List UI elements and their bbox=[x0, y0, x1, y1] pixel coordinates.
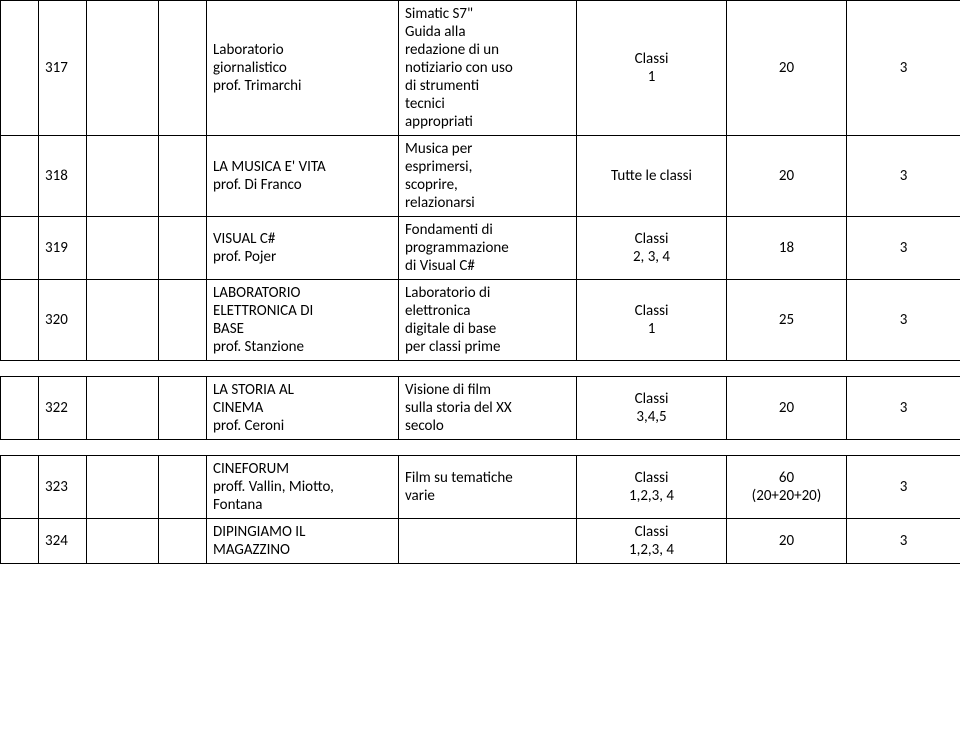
blank-cell bbox=[1, 280, 39, 361]
blank-cell bbox=[159, 136, 207, 217]
row-number-2: 3 bbox=[847, 136, 960, 217]
row-classes: Classi1,2,3, 4 bbox=[577, 519, 727, 564]
row-classes: Classi1 bbox=[577, 1, 727, 136]
blank-cell bbox=[1, 1, 39, 136]
row-classes: Classi1,2,3, 4 bbox=[577, 456, 727, 519]
row-description: Simatic S7"Guida allaredazione di unnoti… bbox=[399, 1, 577, 136]
row-id: 320 bbox=[39, 280, 87, 361]
blank-cell bbox=[87, 217, 159, 280]
row-description: Laboratorio dielettronicadigitale di bas… bbox=[399, 280, 577, 361]
blank-cell bbox=[1, 377, 39, 440]
row-title: CINEFORUMproff. Vallin, Miotto,Fontana bbox=[207, 456, 399, 519]
row-number-2: 3 bbox=[847, 377, 960, 440]
blank-cell bbox=[159, 456, 207, 519]
row-title: VISUAL C#prof. Pojer bbox=[207, 217, 399, 280]
row-title: LA MUSICA E' VITAprof. Di Franco bbox=[207, 136, 399, 217]
course-table: 317 Laboratoriogiornalisticoprof. Trimarc… bbox=[0, 0, 960, 564]
blank-cell bbox=[159, 377, 207, 440]
table-row: 317 Laboratoriogiornalisticoprof. Trimarc… bbox=[1, 1, 960, 136]
row-number-1: 20 bbox=[727, 377, 847, 440]
row-id: 324 bbox=[39, 519, 87, 564]
row-description: Fondamenti diprogrammazionedi Visual C# bbox=[399, 217, 577, 280]
row-number-1: 18 bbox=[727, 217, 847, 280]
row-title: DIPINGIAMO ILMAGAZZINO bbox=[207, 519, 399, 564]
row-number-2: 3 bbox=[847, 217, 960, 280]
row-number-2: 3 bbox=[847, 280, 960, 361]
row-classes: Classi2, 3, 4 bbox=[577, 217, 727, 280]
row-title: Laboratoriogiornalisticoprof. Trimarchi bbox=[207, 1, 399, 136]
row-number-2: 3 bbox=[847, 519, 960, 564]
blank-cell bbox=[87, 280, 159, 361]
table-row: 324 DIPINGIAMO ILMAGAZZINO Classi1,2,3, 42… bbox=[1, 519, 960, 564]
row-number-2: 3 bbox=[847, 1, 960, 136]
row-classes: Classi3,4,5 bbox=[577, 377, 727, 440]
row-number-2: 3 bbox=[847, 456, 960, 519]
blank-cell bbox=[1, 136, 39, 217]
row-title: LABORATORIOELETTRONICA DIBASEprof. Stanz… bbox=[207, 280, 399, 361]
table-row: 323 CINEFORUMproff. Vallin, Miotto,Fontan… bbox=[1, 456, 960, 519]
blank-cell bbox=[87, 136, 159, 217]
row-description: Film su tematichevarie bbox=[399, 456, 577, 519]
blank-cell bbox=[159, 1, 207, 136]
blank-cell bbox=[1, 456, 39, 519]
table-row: 318 LA MUSICA E' VITAprof. Di FrancoMusic… bbox=[1, 136, 960, 217]
row-number-1: 20 bbox=[727, 136, 847, 217]
row-id: 323 bbox=[39, 456, 87, 519]
table-row: 320 LABORATORIOELETTRONICA DIBASEprof. St… bbox=[1, 280, 960, 361]
blank-cell bbox=[159, 519, 207, 564]
blank-cell bbox=[159, 280, 207, 361]
row-description: Visione di filmsulla storia del XXsecolo bbox=[399, 377, 577, 440]
table-row: 322 LA STORIA ALCINEMAprof. CeroniVisione… bbox=[1, 377, 960, 440]
row-number-1: 20 bbox=[727, 1, 847, 136]
blank-cell bbox=[1, 519, 39, 564]
blank-cell bbox=[87, 377, 159, 440]
row-classes: Classi1 bbox=[577, 280, 727, 361]
row-id: 322 bbox=[39, 377, 87, 440]
spacer-cell bbox=[1, 440, 960, 456]
row-id: 318 bbox=[39, 136, 87, 217]
row-number-1: 60(20+20+20) bbox=[727, 456, 847, 519]
row-description bbox=[399, 519, 577, 564]
blank-cell bbox=[87, 519, 159, 564]
blank-cell bbox=[87, 456, 159, 519]
row-number-1: 20 bbox=[727, 519, 847, 564]
spacer-row bbox=[1, 361, 960, 377]
spacer-cell bbox=[1, 361, 960, 377]
row-title: LA STORIA ALCINEMAprof. Ceroni bbox=[207, 377, 399, 440]
spacer-row bbox=[1, 440, 960, 456]
table-row: 319 VISUAL C#prof. PojerFondamenti diprog… bbox=[1, 217, 960, 280]
row-classes: Tutte le classi bbox=[577, 136, 727, 217]
row-id: 317 bbox=[39, 1, 87, 136]
row-id: 319 bbox=[39, 217, 87, 280]
blank-cell bbox=[159, 217, 207, 280]
row-number-1: 25 bbox=[727, 280, 847, 361]
blank-cell bbox=[1, 217, 39, 280]
row-description: Musica peresprimersi,scoprire,relazionar… bbox=[399, 136, 577, 217]
blank-cell bbox=[87, 1, 159, 136]
